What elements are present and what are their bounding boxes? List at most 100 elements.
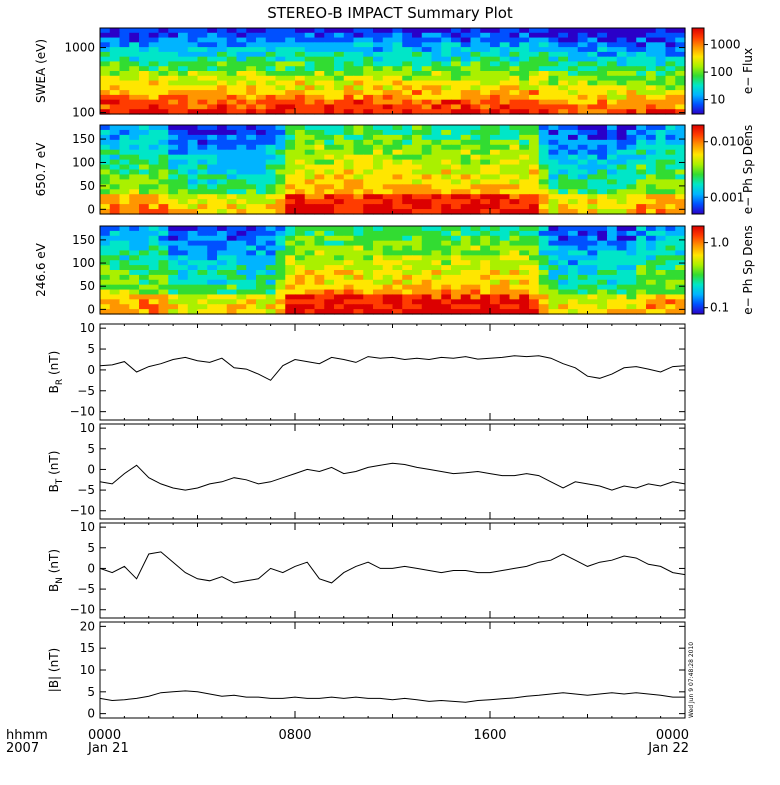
pad-246-cell <box>636 274 647 281</box>
pad-246-cell <box>207 270 218 276</box>
pad-246-cell <box>148 260 160 266</box>
swea-cell <box>168 42 179 48</box>
swea-cell <box>324 75 335 82</box>
swea-cell <box>148 104 160 110</box>
swea-cell <box>363 71 374 77</box>
pad-650-cell <box>538 134 550 141</box>
pad-650-cell <box>119 125 130 131</box>
pad-246-cell <box>616 226 628 232</box>
pad-650-cell <box>451 179 462 185</box>
pad-650-cell <box>353 125 364 131</box>
pad-650-cell <box>334 199 345 205</box>
pad-246-cell <box>470 289 481 296</box>
pad-246-cell <box>148 235 160 242</box>
pad-246-cell <box>285 279 296 286</box>
pad-246-cell <box>100 250 111 256</box>
swea-cell <box>490 94 501 101</box>
pad-246-cell <box>509 289 520 296</box>
pad-246-cell <box>304 299 316 305</box>
pad-246-cell <box>568 304 579 310</box>
pad-246-cell <box>373 260 384 266</box>
pad-650-cell <box>568 129 579 136</box>
pad-246-cell <box>236 255 247 261</box>
pad-246-cell <box>139 279 150 286</box>
swea-cell <box>421 42 433 48</box>
swea-cell <box>421 61 433 67</box>
pad-246-cell <box>538 299 550 305</box>
pad-246-cell <box>402 230 413 237</box>
pad-650-cell <box>217 179 228 185</box>
pad-650-cell <box>363 179 374 185</box>
swea-cell <box>324 71 335 77</box>
pad-246-cell <box>324 289 335 296</box>
swea-cell <box>412 104 423 110</box>
pad-650-cell <box>324 149 335 156</box>
pad-650-cell <box>139 149 150 156</box>
swea-cell <box>616 99 628 106</box>
swea-cell <box>558 61 569 67</box>
swea-cell <box>655 109 667 115</box>
pad-246-cell <box>646 284 657 291</box>
swea-cell <box>509 71 520 77</box>
pad-246-cell <box>295 245 306 252</box>
pad-246-cell <box>636 265 647 271</box>
pad-650-cell <box>577 149 589 156</box>
pad-650-cell <box>158 159 169 166</box>
pad-246-cell <box>343 274 355 281</box>
pad-246-cell <box>636 289 647 296</box>
pad-650-cell <box>548 174 559 180</box>
pad-246-cell <box>548 226 559 232</box>
pad-650-cell <box>626 139 637 146</box>
pad-246-cell <box>499 299 511 305</box>
swea-cell <box>129 56 140 63</box>
pad-650-cell <box>334 189 345 195</box>
pad-246-cell <box>587 250 598 256</box>
pad-246-cell <box>207 309 218 315</box>
pad-246-cell <box>236 270 247 276</box>
swea-cell <box>519 61 530 67</box>
pad-246-cell <box>499 260 511 266</box>
pad-650-cell <box>226 144 238 151</box>
swea-cell <box>529 37 540 43</box>
pad-246-cell <box>226 289 238 296</box>
swea-cell <box>236 51 247 58</box>
swea-cell <box>382 90 394 96</box>
pad-650-cell <box>441 209 452 215</box>
pad-650-cell <box>197 154 208 161</box>
pad-246-cell <box>129 289 140 296</box>
plot-title: STEREO-B IMPACT Summary Plot <box>267 4 513 22</box>
swea-cell <box>178 75 189 82</box>
pad-246-cell <box>100 240 111 247</box>
swea-cell <box>587 94 598 101</box>
pad-650-cell <box>509 184 520 190</box>
pad-246-cell <box>431 304 442 310</box>
swea-cell <box>529 104 540 110</box>
pad-650-cell <box>314 125 325 131</box>
pad-650-cell <box>636 194 647 200</box>
pad-650-cell <box>421 129 433 136</box>
pad-650-cell <box>597 125 608 131</box>
pad-650-cell <box>343 149 355 156</box>
pad-246-cell <box>480 250 491 256</box>
swea-cell <box>519 99 530 106</box>
pad-650-cell <box>402 134 413 141</box>
pad-650-cell <box>148 139 160 146</box>
swea-cell <box>148 42 160 48</box>
pad-650-cell <box>139 154 150 161</box>
pad-246-cell <box>382 289 394 296</box>
pad-650-cell <box>187 179 199 185</box>
pad-246-cell <box>412 270 423 276</box>
swea-cell <box>597 61 608 67</box>
pad-246-cell <box>509 284 520 291</box>
pad-246-cell <box>441 309 452 315</box>
pad-246-cell <box>324 309 335 315</box>
swea-cell <box>168 109 179 115</box>
pad-650-cell <box>587 159 598 166</box>
pad-650-cell <box>207 149 218 156</box>
swea-cell <box>343 85 355 91</box>
pad-246-cell <box>538 304 550 310</box>
pad-650-cell <box>519 194 530 200</box>
pad-246-cell <box>548 265 559 271</box>
pad-650-cell <box>109 179 121 185</box>
swea-cell <box>626 47 637 53</box>
